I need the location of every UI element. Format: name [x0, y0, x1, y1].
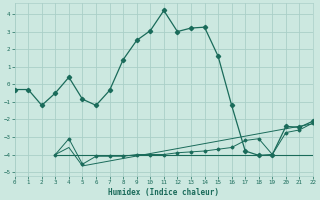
- X-axis label: Humidex (Indice chaleur): Humidex (Indice chaleur): [108, 188, 219, 197]
